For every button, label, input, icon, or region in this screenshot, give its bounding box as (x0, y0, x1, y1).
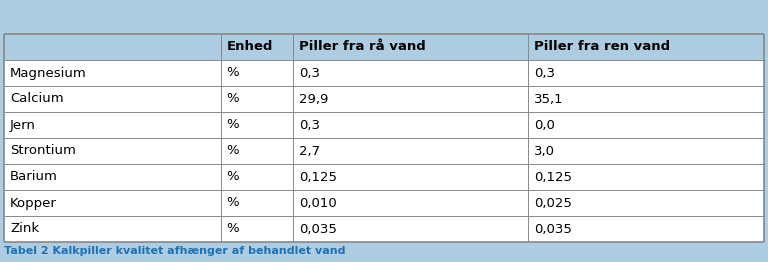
Text: Kopper: Kopper (10, 196, 57, 210)
Text: 35,1: 35,1 (535, 92, 564, 106)
Text: Calcium: Calcium (10, 92, 64, 106)
Text: 0,025: 0,025 (535, 196, 572, 210)
Text: Magnesium: Magnesium (10, 67, 87, 79)
Text: 3,0: 3,0 (535, 145, 555, 157)
Text: 0,010: 0,010 (299, 196, 336, 210)
Text: 0,3: 0,3 (535, 67, 555, 79)
Text: 29,9: 29,9 (299, 92, 328, 106)
Text: Piller fra ren vand: Piller fra ren vand (535, 41, 670, 53)
Bar (4, 34, 764, 242)
Bar (4, 34, 764, 60)
Text: %: % (227, 196, 239, 210)
Text: %: % (227, 171, 239, 183)
Text: 0,125: 0,125 (535, 171, 572, 183)
Text: 0,035: 0,035 (299, 222, 336, 236)
Text: 2,7: 2,7 (299, 145, 320, 157)
Text: 0,3: 0,3 (299, 118, 319, 132)
Text: %: % (227, 118, 239, 132)
Text: %: % (227, 222, 239, 236)
Text: Strontium: Strontium (10, 145, 76, 157)
Text: 0,0: 0,0 (535, 118, 555, 132)
Text: 0,035: 0,035 (535, 222, 572, 236)
Text: 0,125: 0,125 (299, 171, 337, 183)
Text: Tabel 2 Kalkpiller kvalitet afhænger af behandlet vand: Tabel 2 Kalkpiller kvalitet afhænger af … (4, 246, 346, 256)
Text: Zink: Zink (10, 222, 39, 236)
Text: Piller fra rå vand: Piller fra rå vand (299, 41, 425, 53)
Text: %: % (227, 92, 239, 106)
Text: Barium: Barium (10, 171, 58, 183)
Text: 0,3: 0,3 (299, 67, 319, 79)
Text: %: % (227, 67, 239, 79)
Text: %: % (227, 145, 239, 157)
Text: Jern: Jern (10, 118, 36, 132)
Text: Enhed: Enhed (227, 41, 273, 53)
